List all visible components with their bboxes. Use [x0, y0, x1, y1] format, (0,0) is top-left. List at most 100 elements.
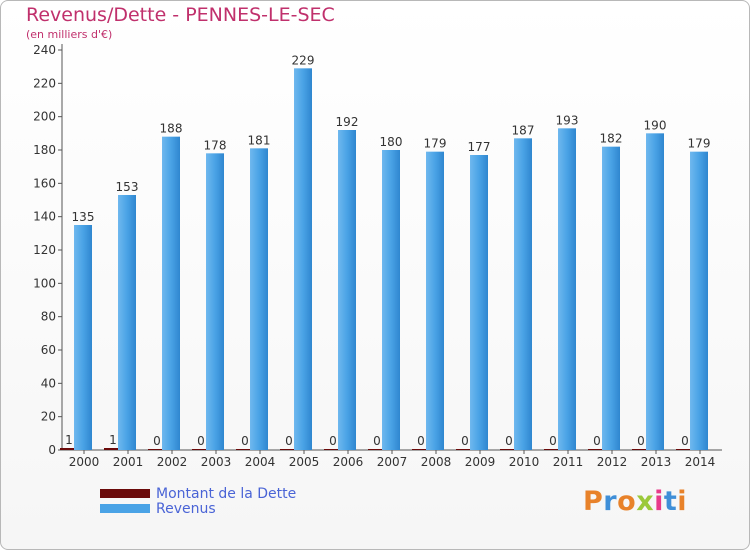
x-tick-label: 2014 [685, 455, 716, 469]
revenus-bar [118, 195, 136, 450]
revenus-bar [382, 150, 400, 450]
revenus-bar [470, 155, 488, 450]
logo-letter: i [654, 486, 664, 517]
y-tick-label: 220 [33, 76, 56, 90]
x-tick-label: 2007 [377, 455, 408, 469]
y-tick-label: 120 [33, 243, 56, 257]
dette-bar [456, 449, 474, 450]
revenus-data-label: 188 [160, 122, 183, 136]
y-tick-label: 60 [41, 343, 56, 357]
x-tick-label: 2010 [509, 455, 540, 469]
logo-letter: o [617, 486, 637, 517]
revenus-data-label: 180 [380, 135, 403, 149]
logo-letter: i [677, 486, 688, 517]
y-tick-label: 40 [41, 376, 56, 390]
legend-swatch-revenus [100, 504, 150, 513]
dette-data-label: 0 [373, 434, 381, 448]
logo-letter: P [583, 486, 604, 517]
revenus-bar [206, 153, 224, 451]
x-tick-label: 2005 [289, 455, 320, 469]
y-tick-label: 20 [41, 410, 56, 424]
legend-label-revenus: Revenus [156, 500, 216, 517]
y-tick-label: 200 [33, 110, 56, 124]
y-tick-label: 0 [48, 443, 56, 457]
y-tick-label: 160 [33, 176, 56, 190]
revenus-data-label: 135 [72, 210, 95, 224]
revenus-data-label: 193 [556, 113, 579, 127]
y-tick-label: 80 [41, 310, 56, 324]
proxiti-logo: Proxiti [583, 486, 687, 517]
revenus-data-label: 178 [204, 138, 227, 152]
x-tick-label: 2003 [201, 455, 232, 469]
revenus-bar [646, 133, 664, 451]
revenus-data-label: 177 [468, 140, 491, 154]
x-tick-label: 2008 [421, 455, 452, 469]
dette-bar [588, 449, 606, 450]
dette-data-label: 0 [241, 434, 249, 448]
revenus-bar [294, 68, 312, 450]
dette-bar [676, 449, 694, 450]
dette-bar [148, 449, 166, 450]
dette-data-label: 0 [461, 434, 469, 448]
dette-data-label: 0 [681, 434, 689, 448]
revenus-data-label: 229 [292, 53, 315, 67]
dette-data-label: 0 [417, 434, 425, 448]
dette-bar [192, 449, 210, 450]
dette-data-label: 1 [65, 433, 73, 447]
x-tick-label: 2006 [333, 455, 364, 469]
dette-bar [104, 448, 122, 450]
dette-bar [632, 449, 650, 450]
revenus-bar [514, 138, 532, 451]
y-tick-label: 140 [33, 210, 56, 224]
legend: Montant de la Dette Revenus [100, 485, 297, 517]
legend-item-revenus: Revenus [100, 500, 296, 517]
dette-bar [412, 449, 430, 450]
x-tick-label: 2013 [641, 455, 672, 469]
revenus-bar [162, 136, 180, 450]
legend-label-dette: Montant de la Dette [156, 485, 297, 502]
dette-bar [324, 449, 342, 450]
x-tick-label: 2000 [69, 455, 100, 469]
logo-letter: t [663, 486, 678, 517]
dette-bar [60, 448, 78, 450]
chart-title: Revenus/Dette - PENNES-LE-SEC [26, 4, 335, 26]
x-tick-label: 2004 [245, 455, 276, 469]
dette-data-label: 0 [637, 434, 645, 448]
dette-data-label: 0 [505, 434, 513, 448]
x-tick-label: 2001 [113, 455, 144, 469]
dette-bar [500, 449, 518, 450]
legend-swatch-dette [100, 489, 150, 498]
x-tick-label: 2012 [597, 455, 628, 469]
revenus-data-label: 181 [248, 133, 271, 147]
y-tick-label: 180 [33, 143, 56, 157]
legend-item-dette: Montant de la Dette [100, 485, 297, 502]
dette-bar [280, 449, 298, 450]
y-tick-label: 100 [33, 276, 56, 290]
x-tick-label: 2009 [465, 455, 496, 469]
logo-letter: x [636, 486, 655, 517]
dette-data-label: 0 [329, 434, 337, 448]
dette-data-label: 0 [285, 434, 293, 448]
dette-data-label: 1 [109, 433, 117, 447]
dette-data-label: 0 [593, 434, 601, 448]
x-tick-label: 2002 [157, 455, 188, 469]
revenus-data-label: 187 [512, 123, 535, 137]
dette-bar [236, 449, 254, 450]
dette-data-label: 0 [549, 434, 557, 448]
revenus-data-label: 153 [116, 180, 139, 194]
revenus-bar [338, 130, 356, 450]
revenus-data-label: 190 [644, 118, 667, 132]
revenus-bar [74, 225, 92, 450]
revenus-bar [426, 151, 444, 450]
revenus-bar [250, 148, 268, 451]
dette-data-label: 0 [197, 434, 205, 448]
revenus-data-label: 182 [600, 132, 623, 146]
dette-data-label: 0 [153, 434, 161, 448]
revenus-bar [558, 128, 576, 451]
dette-bar [544, 449, 562, 450]
logo-letter: r [603, 486, 618, 517]
x-tick-label: 2011 [553, 455, 584, 469]
revenus-bar [602, 146, 620, 450]
dette-bar [368, 449, 386, 450]
